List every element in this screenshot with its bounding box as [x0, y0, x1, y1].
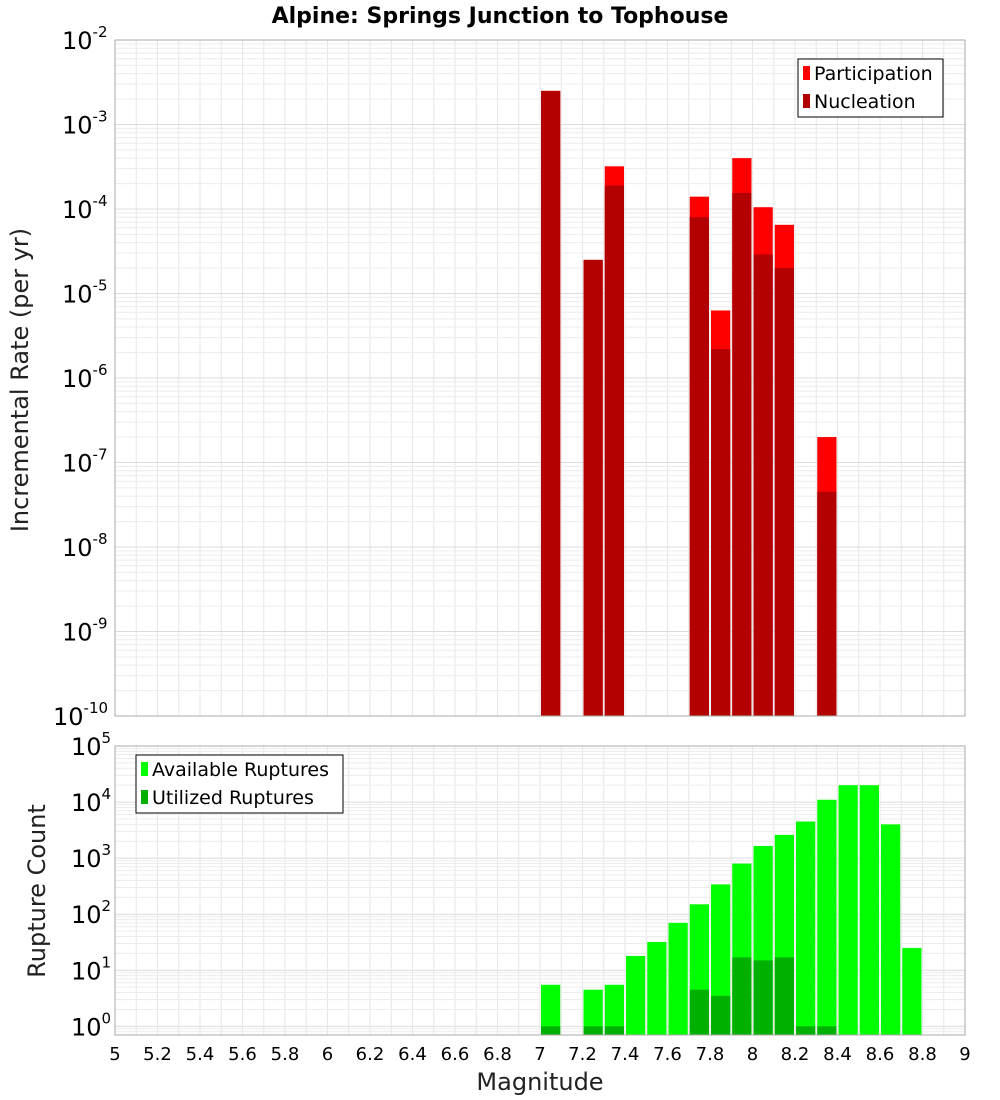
bottom-bar-available-ruptures — [881, 824, 901, 1035]
x-tick-label: 8.8 — [908, 1044, 937, 1065]
x-tick-label: 6.8 — [483, 1044, 512, 1065]
x-tick-label: 6.2 — [356, 1044, 385, 1065]
bottom-bar-available-ruptures — [626, 955, 646, 1035]
top-y-tick-label: 10-5 — [62, 277, 108, 309]
bottom-legend-swatch — [141, 790, 148, 804]
x-tick-label: 9 — [959, 1044, 970, 1065]
top-y-tick-label: 10-6 — [62, 361, 108, 393]
bottom-y-tick-label: 104 — [71, 785, 111, 817]
bottom-y-axis-label: Rupture Count — [23, 804, 51, 978]
top-y-tick-label: 10-2 — [62, 23, 108, 55]
top-legend-label: Participation — [814, 63, 933, 85]
top-bar-nucleation — [604, 185, 624, 717]
bottom-bar-available-ruptures — [604, 984, 624, 1035]
bottom-bar-available-ruptures — [817, 799, 837, 1035]
top-bar-nucleation — [711, 349, 731, 716]
top-y-tick-label: 10-7 — [62, 446, 108, 478]
top-bar-nucleation — [689, 217, 709, 716]
top-legend-label: Nucleation — [814, 91, 916, 113]
bottom-bar-utilized-ruptures — [541, 1026, 561, 1035]
top-bar-nucleation — [817, 491, 837, 716]
bottom-bar-available-ruptures — [583, 989, 603, 1035]
bottom-bar-available-ruptures — [902, 947, 922, 1035]
x-tick-label: 5.6 — [228, 1044, 257, 1065]
bottom-bar-utilized-ruptures — [604, 1026, 624, 1035]
top-legend-box — [797, 58, 944, 118]
top-legend-swatch — [803, 66, 810, 80]
x-tick-label: 5.2 — [143, 1044, 172, 1065]
x-tick-label: 8.6 — [866, 1044, 895, 1065]
x-tick-label: 7.4 — [611, 1044, 640, 1065]
top-bar-nucleation — [774, 268, 794, 716]
bottom-bar-utilized-ruptures — [711, 995, 731, 1035]
bottom-legend-label: Available Ruptures — [152, 759, 329, 781]
top-gridlines — [114, 39, 966, 717]
bottom-legend: Available Ruptures Utilized Ruptures — [135, 754, 344, 814]
bottom-bar-utilized-ruptures — [796, 1026, 816, 1035]
bottom-plot-border — [114, 745, 966, 1036]
bottom-y-tick-label: 101 — [71, 953, 111, 985]
rupture-count-panel: 100 101 102 103 104 105 5 5.2 5.4 5.6 5.8 6 6.2 6.4 6.… — [71, 729, 971, 1065]
bottom-bar-available-ruptures — [859, 785, 879, 1035]
x-tick-label: 8.4 — [823, 1044, 852, 1065]
x-tick-label: 5 — [109, 1044, 120, 1065]
top-y-tick-label: 10-8 — [62, 530, 108, 562]
bottom-bar-available-ruptures — [796, 821, 816, 1035]
bottom-bar-available-ruptures — [838, 785, 858, 1035]
x-tick-label: 8 — [747, 1044, 758, 1065]
x-tick-label: 7.8 — [696, 1044, 725, 1065]
top-legend-swatch — [803, 94, 810, 108]
bottom-bar-available-ruptures — [541, 984, 561, 1035]
bottom-bar-utilized-ruptures — [774, 957, 794, 1035]
bottom-legend-swatch — [141, 762, 148, 776]
x-tick-label: 7.6 — [653, 1044, 682, 1065]
top-y-tick-label: 10-9 — [62, 615, 108, 647]
top-y-tick-label: 10-3 — [62, 108, 108, 140]
bottom-bar-utilized-ruptures — [753, 960, 773, 1035]
top-y-axis-label: Incremental Rate (per yr) — [6, 228, 34, 532]
chart-title: Alpine: Springs Junction to Tophouse — [272, 4, 729, 29]
bottom-y-tick-label: 105 — [71, 729, 111, 761]
bottom-bar-available-ruptures — [668, 922, 688, 1035]
top-bar-nucleation — [541, 90, 561, 716]
top-bar-nucleation — [753, 254, 773, 716]
bottom-bar-utilized-ruptures — [689, 989, 709, 1035]
bottom-y-tick-label: 103 — [71, 841, 111, 873]
bottom-bar-utilized-ruptures — [732, 957, 752, 1035]
bottom-bar-available-ruptures — [647, 941, 667, 1035]
x-tick-label: 5.8 — [271, 1044, 300, 1065]
x-tick-label: 6.4 — [398, 1044, 427, 1065]
top-legend: Participation Nucleation — [797, 58, 944, 118]
x-tick-label: 8.2 — [781, 1044, 810, 1065]
x-tick-label: 6.6 — [441, 1044, 470, 1065]
bottom-legend-box — [135, 754, 344, 814]
top-plot-border — [114, 39, 966, 717]
top-bars — [541, 90, 837, 717]
x-tick-labels: 5 5.2 5.4 5.6 5.8 6 6.2 6.4 6.6 6.8 7 7.2 7.4 7.6 7.8 8… — [109, 1044, 970, 1065]
top-y-tick-label: 10-4 — [62, 192, 108, 224]
bottom-bar-utilized-ruptures — [817, 1026, 837, 1035]
bottom-bars — [541, 785, 922, 1035]
top-bar-nucleation — [732, 192, 752, 716]
top-y-tick-label: 10-10 — [53, 699, 108, 731]
x-tick-label: 7.2 — [568, 1044, 597, 1065]
x-tick-label: 6 — [322, 1044, 333, 1065]
bottom-bar-utilized-ruptures — [583, 1026, 603, 1035]
bottom-y-tick-labels: 100 101 102 103 104 105 — [71, 729, 111, 1041]
participation-nucleation-panel: 10-10 10-9 10-8 10-7 10-6 10-5 10-4 10-3 10-2 Par… — [53, 23, 966, 731]
x-tick-label: 5.4 — [186, 1044, 215, 1065]
x-axis-label: Magnitude — [476, 1068, 603, 1096]
bottom-legend-label: Utilized Ruptures — [152, 787, 314, 809]
top-bar-nucleation — [583, 259, 603, 716]
bottom-y-tick-label: 100 — [71, 1009, 111, 1041]
bottom-y-tick-label: 102 — [71, 897, 111, 929]
top-y-tick-labels: 10-10 10-9 10-8 10-7 10-6 10-5 10-4 10-3 10-2 — [53, 23, 108, 731]
x-tick-label: 7 — [534, 1044, 545, 1065]
